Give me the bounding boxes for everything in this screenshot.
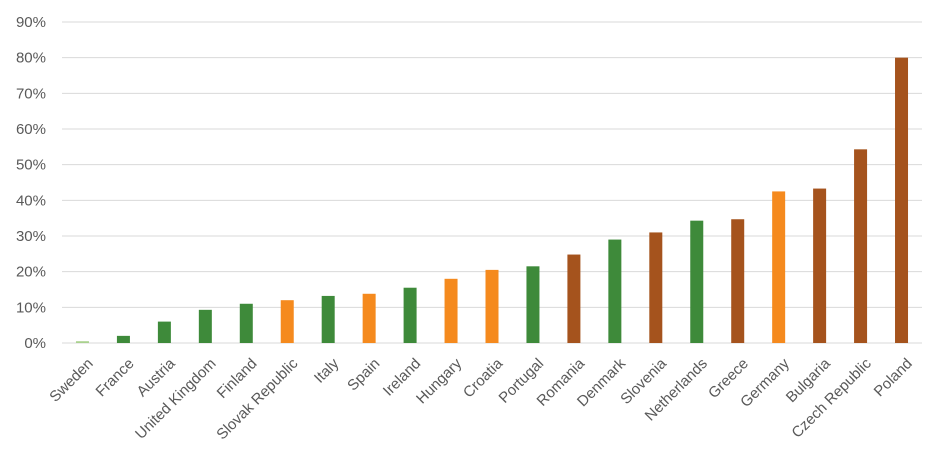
bar-netherlands	[690, 220, 704, 343]
bar-united-kingdom	[198, 309, 212, 343]
y-tick-label: 30%	[16, 228, 46, 245]
bar-germany	[772, 191, 786, 343]
bar-sweden	[75, 341, 89, 343]
x-category-label: France	[93, 355, 138, 400]
bar-greece	[731, 219, 745, 343]
y-tick-label: 50%	[16, 157, 46, 174]
y-tick-label: 60%	[16, 121, 46, 138]
bar-bulgaria	[813, 188, 827, 343]
x-category-label: Italy	[311, 355, 343, 387]
bar-ireland	[403, 287, 417, 343]
bar-hungary	[444, 278, 458, 343]
bar-croatia	[485, 269, 499, 343]
bar-romania	[567, 254, 581, 343]
bar-czech-republic	[854, 149, 868, 343]
bar-france	[116, 335, 130, 343]
x-category-label: Hungary	[413, 355, 465, 407]
gridlines	[62, 21, 922, 344]
y-tick-label: 80%	[16, 50, 46, 67]
bar-italy	[321, 295, 335, 343]
x-category-label: Sweden	[46, 355, 96, 405]
bar-austria	[157, 321, 171, 343]
bar-slovak-republic	[280, 300, 294, 343]
bar-poland	[895, 57, 909, 344]
bar-portugal	[526, 266, 540, 343]
y-tick-label: 0%	[24, 335, 46, 352]
y-axis-tick-labels: 0% 10% 20% 30% 40% 50% 60% 70% 80% 90%	[16, 14, 46, 352]
bar-finland	[239, 303, 253, 343]
bar-spain	[362, 293, 376, 343]
bars	[75, 57, 909, 344]
bar-slovenia	[649, 232, 663, 343]
y-tick-label: 90%	[16, 14, 46, 31]
bar-denmark	[608, 239, 622, 343]
y-tick-label: 70%	[16, 85, 46, 102]
x-category-label: Poland	[871, 355, 916, 400]
y-tick-label: 40%	[16, 192, 46, 209]
y-tick-label: 20%	[16, 264, 46, 281]
y-tick-label: 10%	[16, 299, 46, 316]
x-category-label: Spain	[344, 355, 383, 394]
